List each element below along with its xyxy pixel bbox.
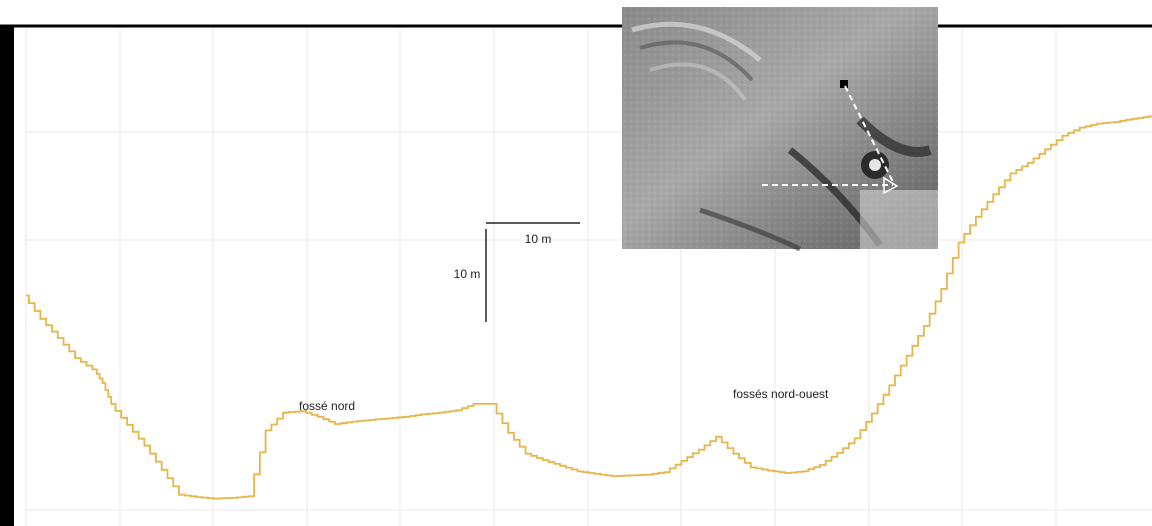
annotation-fosses-nord-ouest: fossés nord-ouest	[733, 387, 829, 401]
profile-series	[26, 115, 1152, 500]
relief-map-inset	[622, 7, 938, 252]
grid-lines	[25, 28, 1152, 526]
vertical-scale-label: 10 m	[454, 267, 481, 281]
left-frame-bar	[0, 26, 14, 526]
scale-bar: 10 m 10 m	[454, 222, 580, 322]
horizontal-scale-label: 10 m	[525, 232, 552, 246]
elevation-profile-line	[26, 115, 1152, 500]
annotation-fosse-nord: fossé nord	[299, 399, 355, 413]
